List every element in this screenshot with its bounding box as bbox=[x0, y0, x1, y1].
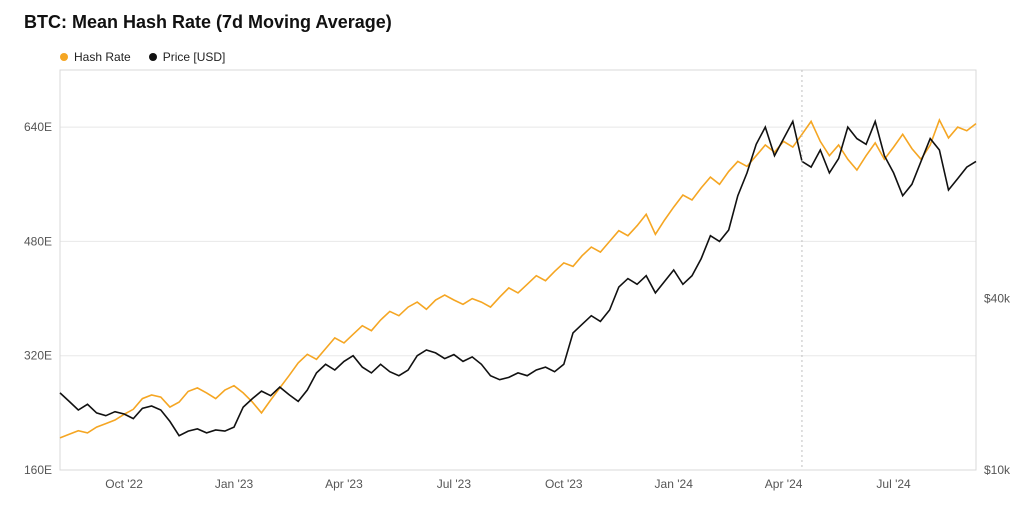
x-tick-label: Jan '24 bbox=[655, 477, 694, 491]
y-right-tick-label: $10k bbox=[984, 463, 1011, 477]
y-left-tick-label: 480E bbox=[24, 234, 52, 248]
y-right-tick-label: $40k bbox=[984, 292, 1011, 306]
series-hash-rate bbox=[60, 120, 976, 438]
x-tick-label: Apr '23 bbox=[325, 477, 363, 491]
chart-svg: 160E 320E 480E 640E $10k $40k Oct '22 Jan '23 Ap… bbox=[0, 0, 1024, 513]
x-tick-label: Jan '23 bbox=[215, 477, 254, 491]
y-left-tick-label: 160E bbox=[24, 463, 52, 477]
x-tick-label: Apr '24 bbox=[765, 477, 803, 491]
x-tick-label: Oct '22 bbox=[105, 477, 143, 491]
y-left-tick-label: 320E bbox=[24, 349, 52, 363]
x-tick-label: Jul '24 bbox=[876, 477, 911, 491]
x-tick-label: Oct '23 bbox=[545, 477, 583, 491]
x-tick-label: Jul '23 bbox=[437, 477, 472, 491]
y-left-tick-label: 640E bbox=[24, 120, 52, 134]
plot-border bbox=[60, 70, 976, 470]
